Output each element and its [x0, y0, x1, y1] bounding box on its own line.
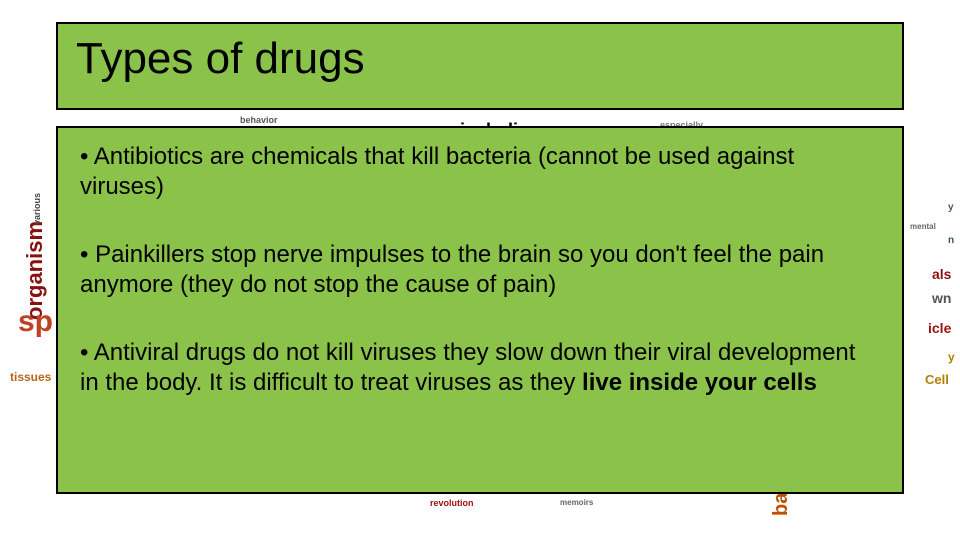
bullet-marker: •	[80, 143, 94, 170]
bg-word: revolution	[430, 498, 474, 508]
bg-word: behavior	[240, 115, 278, 125]
bg-word: memoirs	[560, 498, 593, 507]
bg-word: y	[948, 350, 955, 364]
bg-word: als	[932, 266, 951, 282]
bg-word: n	[948, 235, 954, 246]
title-box: Types of drugs	[56, 22, 904, 110]
slide-title: Types of drugs	[76, 34, 884, 84]
bullet-item: • Antibiotics are chemicals that kill ba…	[80, 142, 880, 202]
bullet-text: Antibiotics are chemicals that kill bact…	[80, 143, 794, 200]
bg-word: wn	[932, 290, 951, 306]
bg-word: y	[948, 202, 954, 213]
bullet-marker: •	[80, 241, 95, 268]
bg-word: icle	[928, 320, 951, 336]
content-box: • Antibiotics are chemicals that kill ba…	[56, 126, 904, 494]
bullet-list: • Antibiotics are chemicals that kill ba…	[80, 142, 880, 398]
bullet-marker: •	[80, 339, 94, 366]
bullet-text: Painkillers stop nerve impulses to the b…	[80, 241, 824, 298]
bg-word: sp	[18, 305, 53, 339]
bullet-text-bold: live inside your cells	[582, 369, 817, 396]
bg-word: various	[32, 193, 42, 225]
bg-word: Cell	[925, 372, 949, 387]
bullet-item: • Painkillers stop nerve impulses to the…	[80, 240, 880, 300]
bullet-item: • Antiviral drugs do not kill viruses th…	[80, 338, 880, 398]
bg-word: tissues	[10, 370, 51, 384]
bg-word: mental	[910, 222, 936, 231]
bg-word: ba	[770, 493, 793, 516]
